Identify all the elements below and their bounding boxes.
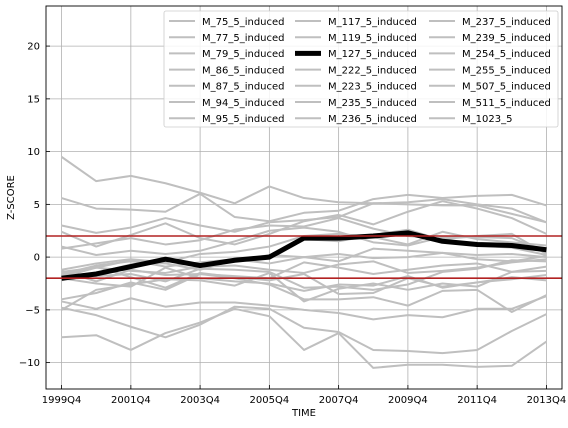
x-tick-label: 1999Q4 xyxy=(42,395,82,406)
x-tick-label: 2011Q4 xyxy=(457,395,497,406)
legend-box xyxy=(163,10,559,128)
legend-entry: M_95_5_induced xyxy=(202,114,285,125)
x-tick-label: 2005Q4 xyxy=(250,395,290,406)
x-tick-label: 2003Q4 xyxy=(180,395,220,406)
legend-entry: M_255_5_induced xyxy=(462,65,551,76)
legend-entry: M_127_5_induced xyxy=(328,49,417,60)
y-tick-label: −5 xyxy=(25,305,40,316)
x-tick-label: 2001Q4 xyxy=(111,395,151,406)
series-line-m-86-5-induced xyxy=(61,200,547,248)
legend-entry: M_87_5_induced xyxy=(202,82,285,93)
legend-entry: M_222_5_induced xyxy=(328,65,417,76)
legend-entry: M_77_5_induced xyxy=(202,33,285,44)
legend-entry: M_223_5_induced xyxy=(328,82,417,93)
x-tick-label: 2013Q4 xyxy=(527,395,567,406)
legend-entry: M_79_5_induced xyxy=(202,49,285,60)
x-axis-label: TIME xyxy=(291,408,316,419)
x-tick-label: 2007Q4 xyxy=(319,395,359,406)
series-line-m-511-5-induced xyxy=(61,259,547,291)
legend-entry: M_507_5_induced xyxy=(462,82,551,93)
series-line-m-507-5-induced xyxy=(61,226,547,256)
legend: M_75_5_induced M_77_5_induced M_79_5_induc… xyxy=(163,10,559,128)
series-line-m-77-5-induced xyxy=(61,192,547,223)
series-line-m-254-5-induced xyxy=(61,269,547,311)
legend-entry: M_239_5_induced xyxy=(462,33,551,44)
y-tick-label: 0 xyxy=(34,253,40,264)
plot-frame xyxy=(45,5,563,390)
series-line-m-237-5-induced xyxy=(61,307,547,369)
legend-entry: M_237_5_induced xyxy=(462,17,551,28)
y-tick-label: 20 xyxy=(27,42,40,53)
legend-entry: M_117_5_induced xyxy=(328,17,417,28)
x-tick-label: 2009Q4 xyxy=(388,395,428,406)
y-tick-label: 15 xyxy=(27,94,40,105)
series-line-m-255-5-induced xyxy=(61,265,547,296)
legend-entry: M_75_5_induced xyxy=(202,17,285,28)
y-tick-label: −10 xyxy=(19,358,40,369)
x-axis-ticks: 1999Q4 2001Q4 2003Q4 2005Q4 2007Q4 2009Q4 2011… xyxy=(42,385,567,406)
y-tick-label: 10 xyxy=(27,147,40,158)
series-line-m-75-5-induced xyxy=(61,156,547,224)
legend-entry: M_511_5_induced xyxy=(462,98,551,109)
legend-entry: M_94_5_induced xyxy=(202,98,285,109)
legend-entry: M_86_5_induced xyxy=(202,65,285,76)
series-line-m-222-5-induced xyxy=(61,261,547,283)
threshold-lines xyxy=(46,235,562,280)
series-lines xyxy=(61,156,547,369)
series-line-m-127-5-induced xyxy=(61,230,547,281)
series-line-m-239-5-induced xyxy=(61,272,547,313)
series-line-m-236-5-induced xyxy=(61,305,547,355)
legend-entry: M_1023_5 xyxy=(462,114,512,125)
series-line-m-235-5-induced xyxy=(61,295,547,321)
y-tick-label: 5 xyxy=(34,200,40,211)
y-axis-ticks: −10 −5 0 5 10 15 20 xyxy=(19,42,50,369)
legend-entry: M_254_5_induced xyxy=(462,49,551,60)
legend-entry: M_235_5_induced xyxy=(328,98,417,109)
legend-entry: M_119_5_induced xyxy=(328,33,417,44)
y-axis-label: Z-SCORE xyxy=(6,175,17,220)
legend-entry: M_236_5_induced xyxy=(328,114,417,125)
